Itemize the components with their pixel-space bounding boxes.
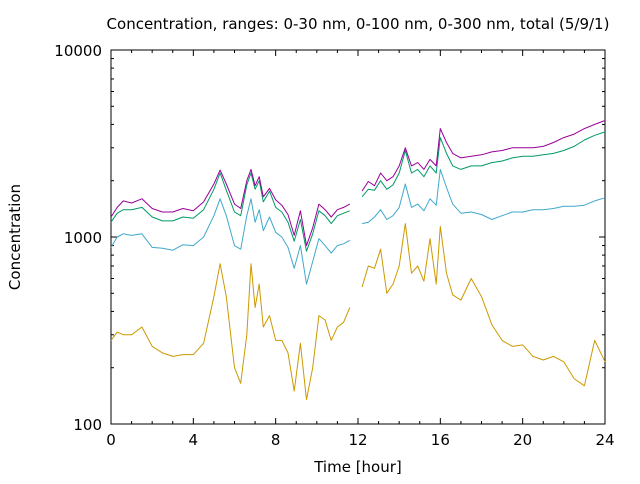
x-tick-label: 24 (595, 431, 614, 449)
x-tick-label: 12 (348, 431, 367, 449)
plot-frame (110, 49, 606, 425)
series-line-4 (110, 120, 606, 247)
x-axis-label: Time [hour] (313, 458, 402, 476)
series-line-1 (110, 223, 606, 401)
x-tick-label: 16 (431, 431, 450, 449)
chart-title: Concentration, ranges: 0-30 nm, 0-100 nm… (107, 15, 610, 33)
x-tick-label: 8 (271, 431, 281, 449)
x-tick-label: 4 (189, 431, 199, 449)
y-tick-label: 1000 (64, 229, 102, 247)
axis-ticks: 0 4 8 12 16 20 24 100 1000 10000 (54, 42, 614, 449)
y-axis-label: Concentration (6, 184, 24, 290)
series-line-2 (110, 168, 606, 285)
y-tick-label: 10000 (54, 42, 102, 60)
x-tick-label: 20 (513, 431, 532, 449)
x-tick-label: 0 (106, 431, 116, 449)
y-tick-label: 100 (73, 416, 102, 434)
series-lines (110, 120, 606, 401)
series-line-3 (110, 131, 606, 252)
